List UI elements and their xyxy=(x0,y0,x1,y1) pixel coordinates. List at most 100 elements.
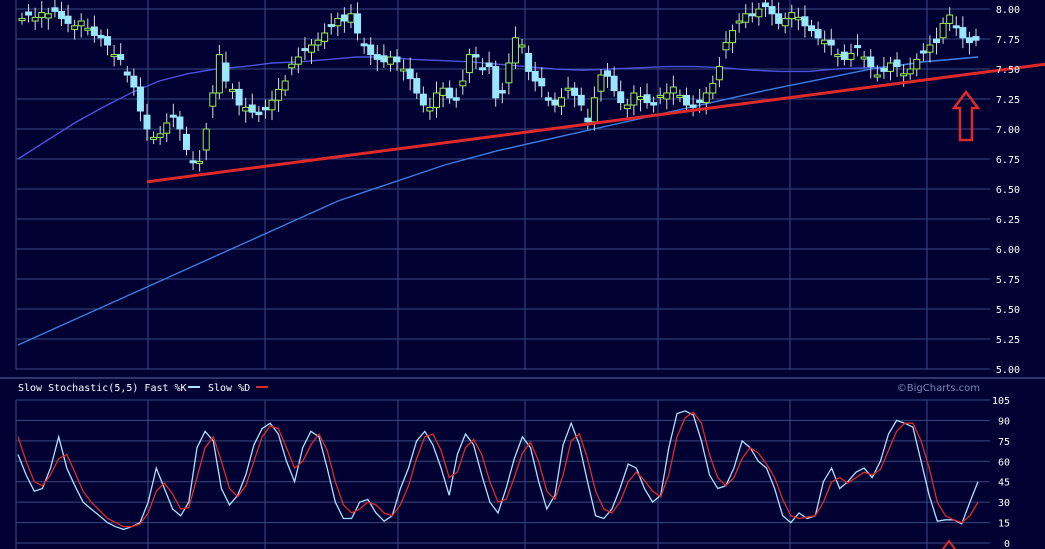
candle-up xyxy=(163,122,171,134)
candle-down xyxy=(919,50,927,54)
candle-down xyxy=(485,62,493,68)
candle-down xyxy=(775,13,783,24)
candle-down xyxy=(479,67,487,71)
stoch-tick-label: 30 xyxy=(998,498,1010,509)
candle-down xyxy=(117,54,125,60)
candle-up xyxy=(946,14,954,24)
candle-down xyxy=(577,94,585,106)
candle-up xyxy=(558,97,566,107)
candle-down xyxy=(136,86,144,112)
candle-down xyxy=(492,66,500,99)
candle-down xyxy=(617,91,625,104)
stoch-tick-label: 60 xyxy=(998,457,1010,468)
price-tick-label: 6.00 xyxy=(996,245,1020,256)
slow-d-label: Slow %D xyxy=(208,383,250,394)
candle-up xyxy=(926,44,934,53)
candle-down xyxy=(840,51,848,60)
candle-up xyxy=(505,62,513,84)
moving-averages xyxy=(17,56,979,346)
candle-up xyxy=(860,56,868,60)
candle-down xyxy=(643,94,651,104)
candle-up xyxy=(196,160,204,164)
candle-up xyxy=(913,58,921,70)
candle-down xyxy=(498,90,506,94)
price-tick-label: 6.75 xyxy=(996,155,1020,166)
candle-down xyxy=(104,36,112,46)
candle-down xyxy=(97,34,105,39)
candle-up xyxy=(900,73,908,77)
stochastic-grid xyxy=(15,399,990,549)
candle-up xyxy=(215,54,223,94)
candle-down xyxy=(965,37,973,44)
candle-up xyxy=(268,99,276,111)
candle-down xyxy=(367,44,375,56)
candle-up xyxy=(742,13,750,23)
candle-up xyxy=(794,16,802,21)
candle-down xyxy=(393,56,401,63)
stoch-tick-label: 75 xyxy=(998,437,1010,448)
candle-down xyxy=(544,97,552,101)
candle-down xyxy=(235,88,243,106)
candle-down xyxy=(551,99,559,106)
candle-down xyxy=(808,25,816,32)
candle-up xyxy=(847,52,855,60)
candle-up xyxy=(518,44,526,48)
candle-up xyxy=(623,104,631,110)
candle-down xyxy=(446,87,454,99)
candle-up xyxy=(709,82,717,94)
candle-down xyxy=(867,56,875,68)
candle-up xyxy=(788,12,796,20)
candle-up xyxy=(71,25,79,30)
candle-up xyxy=(702,92,710,104)
candle-up xyxy=(38,12,46,18)
candle-up xyxy=(288,63,296,69)
moving-average-long xyxy=(17,56,979,346)
candle-down xyxy=(64,15,72,24)
candle-up xyxy=(275,88,283,101)
candle-down xyxy=(90,26,98,36)
candle-up xyxy=(314,39,322,46)
candle-down xyxy=(761,2,769,8)
candle-up xyxy=(321,32,329,42)
candle-up xyxy=(347,13,355,23)
candle-up xyxy=(110,54,118,58)
candle-down xyxy=(880,67,888,72)
candle-down xyxy=(413,78,421,94)
candle-up xyxy=(281,80,289,91)
candle-down xyxy=(169,114,177,118)
candle-up xyxy=(156,133,164,138)
candle-down xyxy=(827,39,835,46)
candle-up xyxy=(906,68,914,75)
candle-down xyxy=(959,27,967,39)
candle-down xyxy=(814,28,822,39)
candle-down xyxy=(51,7,59,12)
stoch-tick-label: 0 xyxy=(1004,539,1010,549)
candle-up xyxy=(939,22,947,39)
price-tick-label: 7.50 xyxy=(996,65,1020,76)
candle-down xyxy=(748,13,756,17)
stoch-tick-label: 105 xyxy=(992,396,1010,407)
candle-up xyxy=(18,18,26,22)
candle-up xyxy=(242,106,250,112)
candle-down xyxy=(933,38,941,44)
candle-down xyxy=(406,68,414,80)
candle-down xyxy=(472,54,480,58)
candle-up xyxy=(459,80,467,87)
candle-up xyxy=(636,96,644,101)
candle-down xyxy=(584,117,592,123)
candle-up xyxy=(77,20,85,27)
small-up-arrow-icon xyxy=(942,539,956,549)
candle-up xyxy=(676,94,684,98)
candle-up xyxy=(150,136,158,140)
candle-up xyxy=(821,39,829,45)
candle-up xyxy=(432,92,440,108)
candle-down xyxy=(380,55,388,63)
candle-up xyxy=(439,87,447,96)
candle-up xyxy=(722,42,730,51)
candle-down xyxy=(123,71,131,76)
price-tick-label: 6.25 xyxy=(996,215,1020,226)
candle-down xyxy=(176,116,184,130)
candlestick-series xyxy=(18,0,980,172)
candle-down xyxy=(768,6,776,15)
candle-up xyxy=(84,27,92,31)
